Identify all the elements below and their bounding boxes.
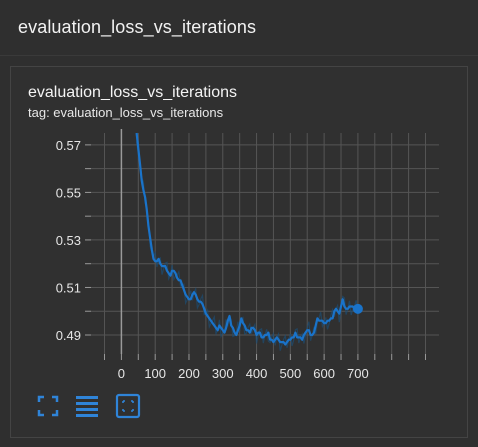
y-tick-label: 0.57 bbox=[56, 138, 81, 153]
chart-card: evaluation_loss_vs_iterations tag: evalu… bbox=[10, 66, 468, 438]
y-tick-label: 0.51 bbox=[56, 280, 81, 295]
x-tick-label: 300 bbox=[212, 366, 234, 381]
legend-list-icon bbox=[76, 396, 98, 417]
x-tick-label: 400 bbox=[246, 366, 268, 381]
panel-header: evaluation_loss_vs_iterations bbox=[0, 0, 478, 56]
x-tick-label: 0 bbox=[118, 366, 125, 381]
line-chart[interactable]: 0.49 0.51 0.53 0.55 0.57 0 100 200 300 400 500 600 7… bbox=[11, 67, 467, 439]
series-last-point bbox=[352, 303, 363, 314]
legend-toggle-button[interactable] bbox=[74, 393, 100, 419]
x-tick-label: 100 bbox=[144, 366, 166, 381]
y-tick-label: 0.53 bbox=[56, 233, 81, 248]
x-tick-label: 600 bbox=[313, 366, 335, 381]
y-tick-label: 0.49 bbox=[56, 328, 81, 343]
fullscreen-icon bbox=[37, 395, 59, 417]
x-tick-label: 700 bbox=[347, 366, 369, 381]
x-tick-label: 200 bbox=[178, 366, 200, 381]
series-line bbox=[135, 132, 358, 346]
x-tick-label: 500 bbox=[279, 366, 301, 381]
header-title: evaluation_loss_vs_iterations bbox=[18, 17, 257, 37]
fit-domain-button[interactable] bbox=[115, 393, 141, 419]
raw-series-line bbox=[136, 141, 359, 351]
fullscreen-button[interactable] bbox=[35, 393, 61, 419]
y-tick-label: 0.55 bbox=[56, 185, 81, 200]
chart-title: evaluation_loss_vs_iterations bbox=[28, 84, 238, 101]
chart-tag: tag: evaluation_loss_vs_iterations bbox=[28, 105, 224, 120]
fit-domain-icon bbox=[115, 393, 141, 419]
